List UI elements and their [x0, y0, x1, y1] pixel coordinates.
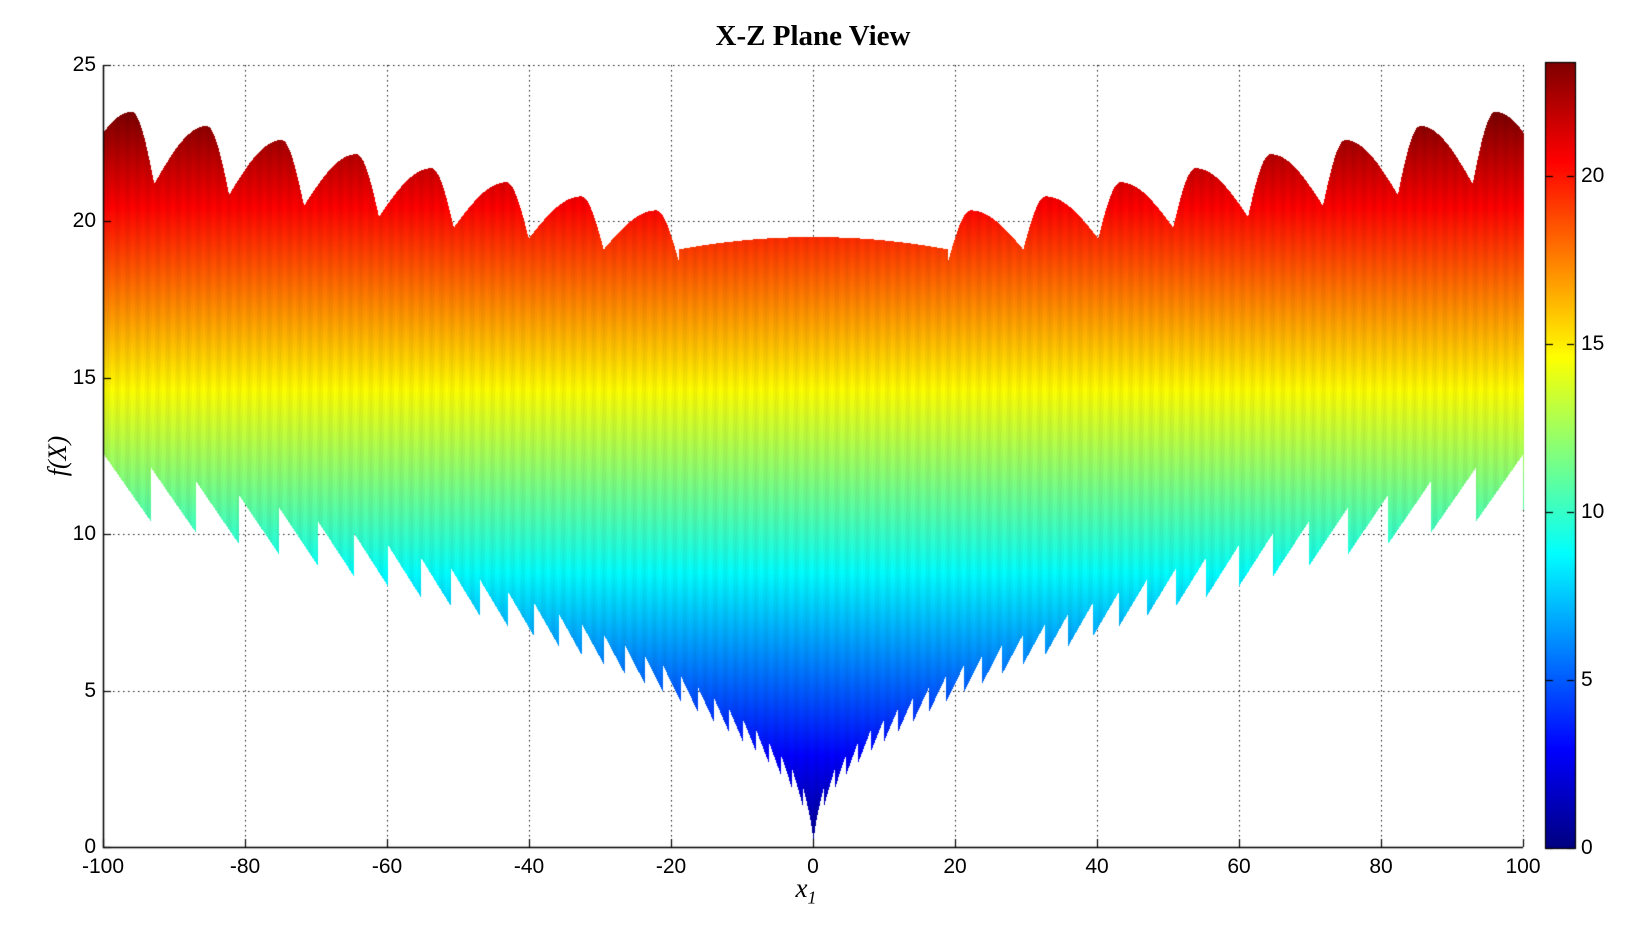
y-tick-label: 0: [84, 835, 96, 858]
y-tick-label: 15: [72, 365, 96, 389]
x-tick-label: -40: [513, 855, 545, 878]
x-axis-label-base: x: [795, 873, 808, 903]
x-tick-label: -80: [229, 855, 261, 878]
y-tick-label: 5: [84, 678, 96, 702]
colorbar-tick-label: 0: [1581, 836, 1593, 859]
x-tick-label: 40: [1085, 855, 1109, 878]
colorbar-tick-label: 10: [1581, 500, 1605, 524]
y-tick-label: 20: [72, 209, 96, 233]
colorbar-tick-label: 20: [1581, 164, 1605, 188]
x-tick-label: -60: [371, 855, 403, 878]
colorbar-tick-label: 15: [1581, 332, 1605, 356]
x-axis-label: x1: [796, 873, 817, 908]
x-tick-label: 80: [1369, 855, 1393, 878]
x-tick-label: -100: [81, 855, 125, 878]
x-tick-label: 0: [807, 855, 819, 878]
y-tick-label: 10: [72, 522, 96, 546]
x-tick-label: 20: [943, 855, 967, 878]
x-tick-label: 60: [1227, 855, 1251, 878]
x-tick-label: 100: [1505, 855, 1541, 878]
x-tick-label: -20: [655, 855, 687, 878]
y-tick-label: 25: [72, 53, 96, 76]
y-axis-label: f(X): [43, 435, 72, 477]
plot-title: X-Z Plane View: [715, 20, 911, 52]
colorbar-tick-label: 5: [1581, 668, 1593, 692]
x-axis-label-subscript: 1: [807, 887, 817, 908]
